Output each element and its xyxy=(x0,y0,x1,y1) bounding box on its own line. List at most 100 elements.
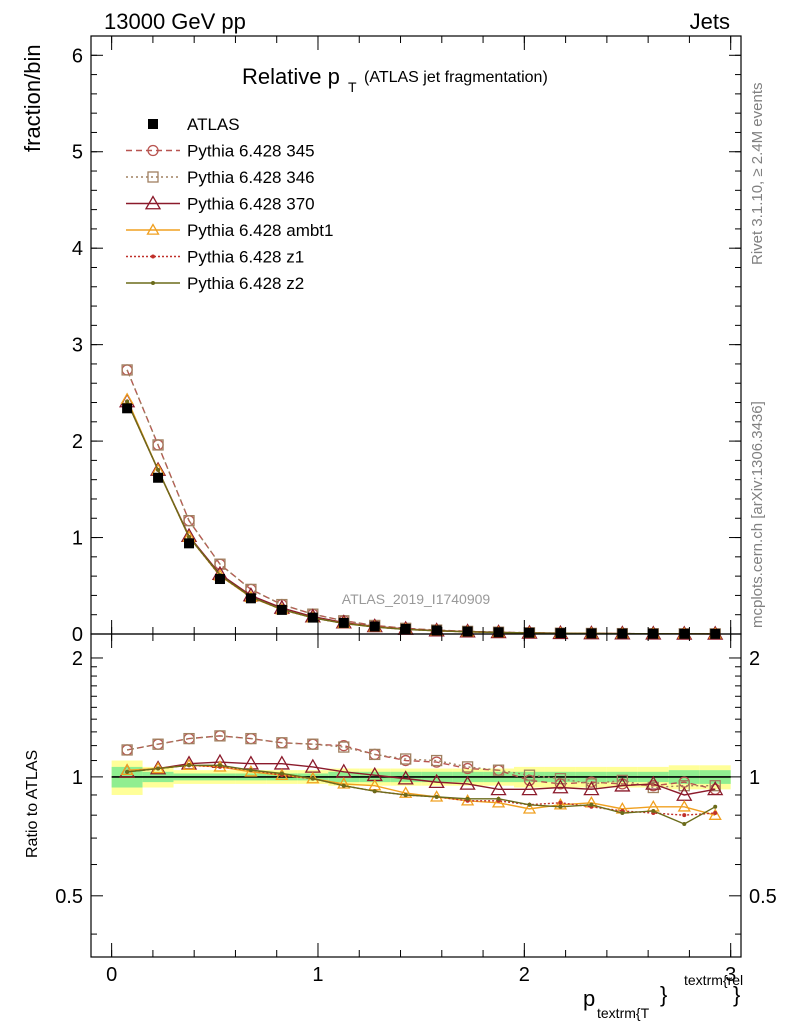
legend-label: ATLAS xyxy=(187,115,240,134)
data-point xyxy=(184,538,195,549)
ylabel-top: fraction/bin xyxy=(20,44,45,152)
series-line-ratio xyxy=(127,764,716,816)
series-point-ratio xyxy=(121,744,133,756)
series-point-top xyxy=(156,467,161,472)
series-point-ratio xyxy=(156,766,161,771)
legend-marker xyxy=(147,171,159,183)
legend-marker xyxy=(147,144,159,157)
header-right: Jets xyxy=(690,9,730,34)
xlabel-sup: textrm{rel xyxy=(684,972,743,988)
data-point xyxy=(369,621,380,632)
data-point xyxy=(431,625,442,636)
legend-marker xyxy=(146,223,160,235)
data-point xyxy=(307,612,318,623)
series-point-ratio xyxy=(245,732,257,745)
title-rest: (ATLAS jet fragmentation) xyxy=(364,69,548,86)
series-point-ratio xyxy=(120,763,134,775)
ylabel-bottom: Ratio to ATLAS xyxy=(24,750,41,858)
series-point-top xyxy=(125,399,130,404)
series-point-ratio xyxy=(125,769,130,774)
data-point xyxy=(122,403,133,414)
series-point-ratio xyxy=(338,741,350,753)
series-line-ratio xyxy=(127,761,716,796)
legend-marker xyxy=(151,281,155,285)
series-point-ratio xyxy=(583,781,600,796)
series-point-ratio xyxy=(183,732,195,745)
series-point-ratio xyxy=(428,773,445,789)
series-point-ratio xyxy=(399,786,413,798)
data-point xyxy=(276,604,287,615)
series-point-ratio xyxy=(651,808,656,813)
series-point-ratio xyxy=(682,821,687,826)
ratio-tick-label: 0.5 xyxy=(55,886,83,908)
y-tick-label: 6 xyxy=(72,45,83,67)
data-point xyxy=(338,617,349,628)
legend-marker xyxy=(148,119,158,129)
series-point-ratio xyxy=(214,730,226,742)
series-point-ratio xyxy=(677,799,691,812)
series-point-ratio xyxy=(707,781,724,796)
series-point-ratio xyxy=(397,770,414,785)
ratio-tick-label: 1 xyxy=(72,767,83,789)
data-point xyxy=(462,626,473,637)
ratio-tick-label: 2 xyxy=(72,648,83,670)
series-point-ratio xyxy=(492,764,505,776)
legend-marker xyxy=(144,195,162,210)
ratio-tick-label-right: 2 xyxy=(749,648,760,670)
legend-marker xyxy=(151,254,155,259)
series-point-ratio xyxy=(589,802,594,807)
series-point-ratio xyxy=(713,804,718,809)
series-point-ratio xyxy=(490,781,507,796)
series-point-top xyxy=(187,534,192,539)
title-sub: T xyxy=(348,79,357,95)
series-point-ratio xyxy=(521,781,538,796)
series-point-ratio xyxy=(337,777,351,789)
y-tick-label: 3 xyxy=(72,335,83,357)
series-point-ratio xyxy=(554,772,567,785)
series-point-ratio xyxy=(645,775,662,790)
series-point-ratio xyxy=(647,781,659,794)
series-point-ratio xyxy=(527,802,532,807)
series-point-ratio xyxy=(152,738,164,750)
y-tick-label: 2 xyxy=(72,431,83,453)
legend-label: Pythia 6.428 346 xyxy=(187,168,315,187)
series-point-ratio xyxy=(465,796,470,801)
series-point-ratio xyxy=(369,748,381,761)
series-point-ratio xyxy=(461,761,474,773)
y-tick-label: 5 xyxy=(72,142,83,164)
series-point-ratio xyxy=(709,780,721,792)
series-point-ratio xyxy=(372,789,377,794)
data-point xyxy=(214,574,225,585)
legend-label: Pythia 6.428 z1 xyxy=(187,248,304,267)
ratio-tick-label-right: 1 xyxy=(749,767,760,789)
watermark: ATLAS_2019_I1740909 xyxy=(342,591,491,607)
series-point-ratio xyxy=(307,738,319,750)
x-axis-label: p textrm{T } textrm{rel } xyxy=(583,972,743,1021)
series-point-ratio xyxy=(713,811,718,816)
ratio-frame xyxy=(90,633,742,958)
side-text-bottom: mcplots.cern.ch [arXiv:1306.3436] xyxy=(749,401,766,628)
series-point-top xyxy=(152,439,164,451)
xlabel-main: p xyxy=(583,986,595,1011)
series-point-ratio xyxy=(496,796,501,801)
series-point-ratio xyxy=(310,776,315,781)
legend-label: Pythia 6.428 370 xyxy=(187,195,315,214)
series-point-ratio xyxy=(279,771,284,776)
series-point-ratio xyxy=(558,804,563,809)
data-point xyxy=(555,628,566,639)
series-point-ratio xyxy=(217,763,222,768)
x-tick-label: 1 xyxy=(312,964,323,986)
data-point xyxy=(524,627,535,638)
ratio-tick-label-right: 0.5 xyxy=(749,886,777,908)
x-tick-label: 2 xyxy=(519,964,530,986)
main-panel: 0 1 2 3 4 5 6 xyxy=(72,35,742,646)
series-point-ratio xyxy=(335,763,352,778)
series-point-top xyxy=(121,364,133,376)
data-point xyxy=(400,623,411,634)
ratio-panel: 0.5 0.51 12 20 1 2 3 xyxy=(55,36,777,986)
series-point-ratio xyxy=(430,754,443,767)
series-point-ratio xyxy=(434,794,439,799)
y-tick-label: 0 xyxy=(72,624,83,646)
header-left: 13000 GeV pp xyxy=(104,9,246,34)
